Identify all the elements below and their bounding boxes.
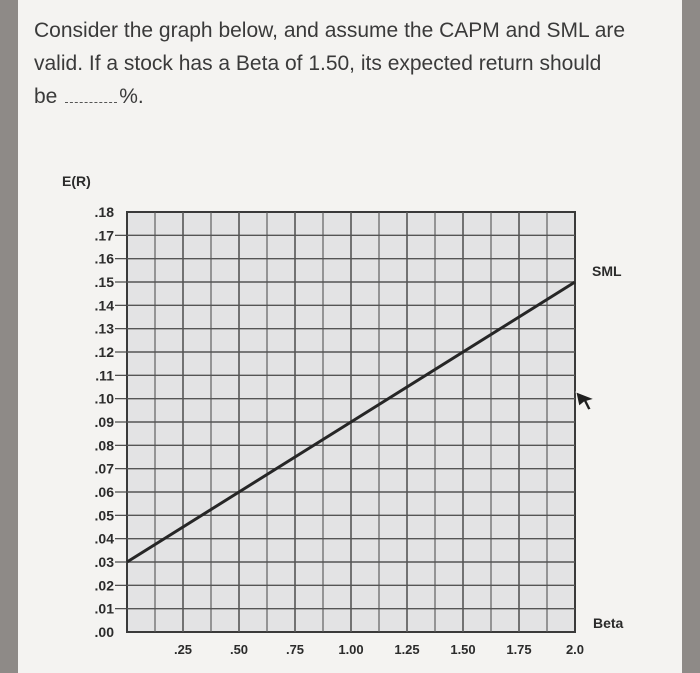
answer-blank [65, 84, 118, 103]
x-tick-label: 1.25 [394, 642, 419, 657]
sml-annotation: SML [592, 263, 622, 279]
question-text: Consider the graph below, and assume the… [34, 14, 669, 113]
y-tick-label: .13 [95, 321, 115, 337]
x-tick-label: .50 [230, 642, 248, 657]
y-tick-label: .07 [95, 461, 115, 477]
y-tick-label: .11 [95, 367, 114, 383]
sml-line [126, 280, 576, 564]
y-tick-label: .08 [95, 437, 115, 453]
y-tick-label: .02 [95, 577, 115, 593]
question-line-3-start: be [34, 85, 58, 108]
y-tick-label: .05 [95, 507, 115, 523]
y-tick-label: .04 [95, 531, 115, 547]
x-axis-label: Beta [593, 615, 624, 631]
question-line-2: valid. If a stock has a Beta of 1.50, it… [34, 52, 602, 75]
question-line-3-end: %. [119, 85, 144, 108]
y-tick-label: .10 [95, 391, 115, 407]
y-tick-label: .09 [95, 414, 115, 430]
x-tick-label: .75 [286, 642, 304, 657]
y-axis-label: E(R) [62, 173, 91, 189]
y-tick-label: .17 [95, 227, 115, 243]
x-tick-label: 1.00 [338, 642, 363, 657]
x-tick-label: 2.0 [566, 642, 584, 657]
y-tick-label: .01 [95, 601, 115, 617]
x-tick-label: .25 [174, 642, 192, 657]
y-tick-label: .18 [95, 204, 115, 220]
y-tick-label: .16 [95, 251, 115, 267]
x-tick-label: 1.75 [506, 642, 531, 657]
question-line-3: be %. [34, 80, 669, 113]
y-tick-label: .14 [95, 297, 115, 313]
x-tick-label: 1.50 [450, 642, 475, 657]
y-tick-label: .03 [95, 554, 115, 570]
mouse-cursor-icon [575, 391, 596, 411]
y-tick-label: .06 [95, 484, 115, 500]
y-tick-label: .00 [95, 624, 115, 640]
y-tick-label: .12 [95, 344, 115, 360]
question-line-1: Consider the graph below, and assume the… [34, 19, 626, 42]
y-tick-label: .15 [95, 274, 115, 290]
